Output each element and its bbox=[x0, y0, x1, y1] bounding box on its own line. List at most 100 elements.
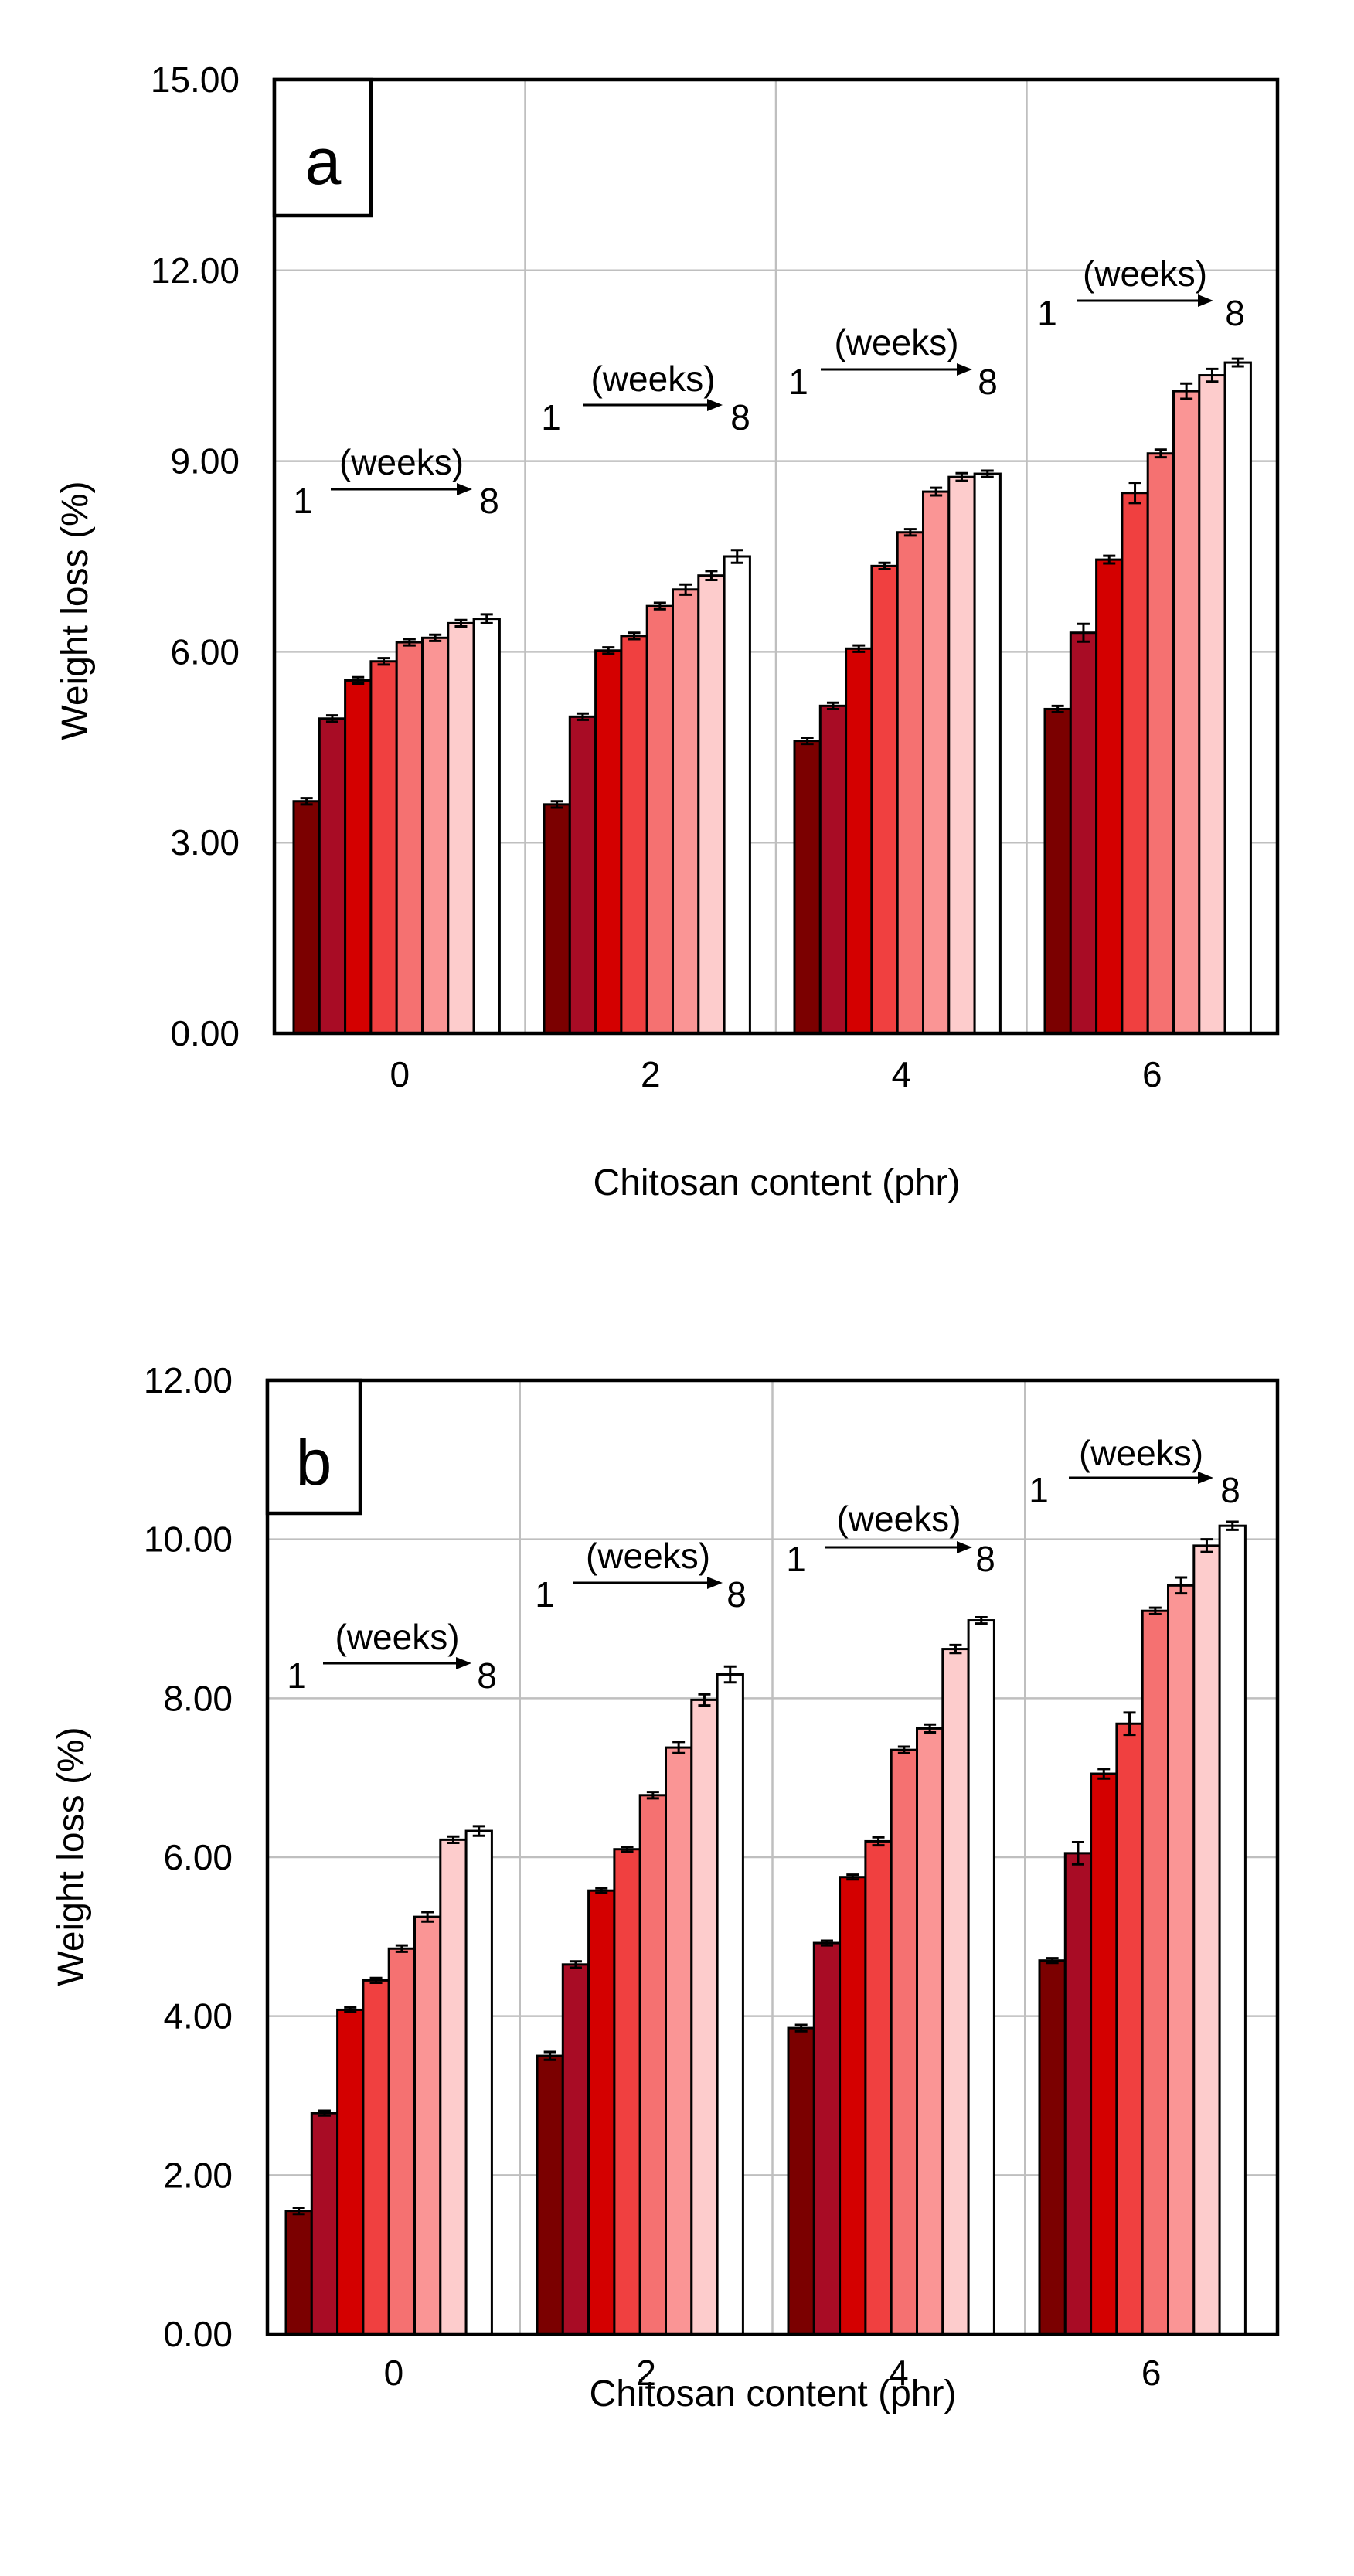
bar bbox=[292, 800, 321, 1035]
bar bbox=[369, 660, 398, 1035]
y-tick-label: 3.00 bbox=[170, 822, 240, 863]
chart-panel-a: 0.00 3.00 6.00 9.00 12.00 15.00 a 0 2 4 6 Chitosan … bbox=[55, 60, 1280, 1203]
y-tick-label: 15.00 bbox=[151, 60, 240, 100]
bar bbox=[543, 803, 571, 1035]
bar bbox=[818, 704, 848, 1035]
weeks-annotation: (weeks) 1 8 bbox=[293, 442, 499, 521]
weeks-annotation: (weeks) 1 8 bbox=[535, 1536, 747, 1615]
bar bbox=[690, 1698, 719, 2336]
bar bbox=[387, 1947, 417, 2336]
bar bbox=[447, 621, 475, 1035]
bar bbox=[1069, 631, 1098, 1035]
bar bbox=[439, 1838, 468, 2336]
y-tick-label: 4.00 bbox=[163, 1996, 233, 2037]
annotation-start: 1 bbox=[1029, 1470, 1049, 1510]
bar bbox=[1141, 1609, 1169, 2336]
bar bbox=[536, 2054, 564, 2336]
bar bbox=[973, 472, 1002, 1035]
bar bbox=[395, 641, 424, 1035]
annotation-start: 1 bbox=[786, 1539, 806, 1579]
y-tick-label: 2.00 bbox=[163, 2155, 233, 2195]
weeks-annotation: (weeks) 1 8 bbox=[541, 359, 750, 437]
annotation-end: 8 bbox=[978, 362, 998, 402]
bar bbox=[672, 588, 700, 1035]
bar bbox=[561, 1963, 590, 2336]
bar bbox=[812, 1941, 842, 2336]
bar bbox=[1043, 707, 1072, 1035]
annotation-arrow-head bbox=[957, 1541, 972, 1553]
weeks-annotation: (weeks) 1 8 bbox=[287, 1617, 497, 1696]
bar bbox=[638, 1794, 668, 2336]
bar bbox=[896, 531, 924, 1035]
bar bbox=[1121, 492, 1149, 1035]
bar bbox=[1115, 1722, 1144, 2336]
annotation-end: 8 bbox=[730, 397, 750, 437]
bar bbox=[336, 2008, 365, 2336]
annotation-start: 1 bbox=[1037, 293, 1057, 333]
annotation-end: 8 bbox=[1220, 1470, 1240, 1510]
annotation-arrow-head bbox=[1198, 1472, 1213, 1484]
annotation-arrow-head bbox=[707, 1577, 723, 1589]
bar bbox=[947, 475, 976, 1035]
bar bbox=[1198, 374, 1226, 1035]
weeks-annotation: (weeks) 1 8 bbox=[1029, 1433, 1240, 1510]
annotation-end: 8 bbox=[726, 1574, 747, 1615]
bar bbox=[787, 2026, 815, 2336]
bar bbox=[284, 2210, 313, 2336]
bar bbox=[464, 1829, 493, 2336]
annotation-label: (weeks) bbox=[586, 1536, 710, 1576]
y-tick-label: 6.00 bbox=[163, 1837, 233, 1877]
bar bbox=[890, 1748, 918, 2336]
annotation-label: (weeks) bbox=[1079, 1433, 1203, 1473]
annotation-end: 8 bbox=[1225, 293, 1245, 333]
x-tick-label: 6 bbox=[1142, 1054, 1162, 1094]
bar bbox=[310, 2112, 339, 2336]
annotation-start: 1 bbox=[293, 481, 313, 521]
bar bbox=[587, 1889, 616, 2336]
annotation-arrow-head bbox=[957, 363, 972, 376]
bar bbox=[665, 1746, 693, 2336]
annotation-arrow-head bbox=[456, 1657, 471, 1669]
bar bbox=[839, 1876, 867, 2336]
x-tick-label: 6 bbox=[1141, 2353, 1162, 2393]
annotation-label: (weeks) bbox=[335, 1617, 459, 1657]
bar bbox=[1063, 1852, 1093, 2336]
annotation-start: 1 bbox=[287, 1656, 307, 1696]
bar bbox=[1146, 452, 1175, 1035]
annotation-label: (weeks) bbox=[834, 322, 958, 362]
panel-label: a bbox=[305, 125, 342, 198]
bar bbox=[421, 636, 450, 1035]
annotation-label: (weeks) bbox=[590, 359, 715, 399]
bar bbox=[344, 679, 373, 1035]
y-tick-label: 0.00 bbox=[170, 1013, 240, 1053]
y-axis-title: Weight loss (%) bbox=[51, 1727, 92, 1986]
x-tick-label: 4 bbox=[889, 2353, 909, 2393]
bar bbox=[645, 604, 675, 1035]
bar bbox=[620, 635, 648, 1035]
bar bbox=[413, 1915, 442, 2336]
x-tick-label: 0 bbox=[390, 1054, 410, 1094]
bar bbox=[723, 555, 751, 1035]
panel-label-box bbox=[272, 77, 373, 218]
bar bbox=[1167, 1584, 1196, 2336]
bar bbox=[1192, 1544, 1221, 2336]
bar bbox=[568, 715, 597, 1035]
plot-frame bbox=[265, 1378, 1280, 2336]
bar bbox=[362, 1979, 390, 2336]
annotation-end: 8 bbox=[975, 1539, 995, 1579]
annotation-label: (weeks) bbox=[339, 442, 464, 482]
annotation-arrow-head bbox=[707, 399, 723, 411]
bar bbox=[1038, 1959, 1067, 2336]
bar bbox=[1223, 361, 1252, 1035]
annotation-arrow-head bbox=[457, 483, 472, 495]
x-axis-title: Chitosan content (phr) bbox=[594, 1162, 961, 1203]
plot-frame bbox=[272, 77, 1280, 1036]
bar bbox=[793, 740, 822, 1035]
bar bbox=[845, 647, 873, 1035]
bar bbox=[1172, 390, 1201, 1035]
bar bbox=[594, 649, 623, 1035]
annotation-end: 8 bbox=[477, 1656, 497, 1696]
x-axis-title: Chitosan content (phr) bbox=[590, 2374, 957, 2414]
annotation-end: 8 bbox=[479, 481, 499, 521]
